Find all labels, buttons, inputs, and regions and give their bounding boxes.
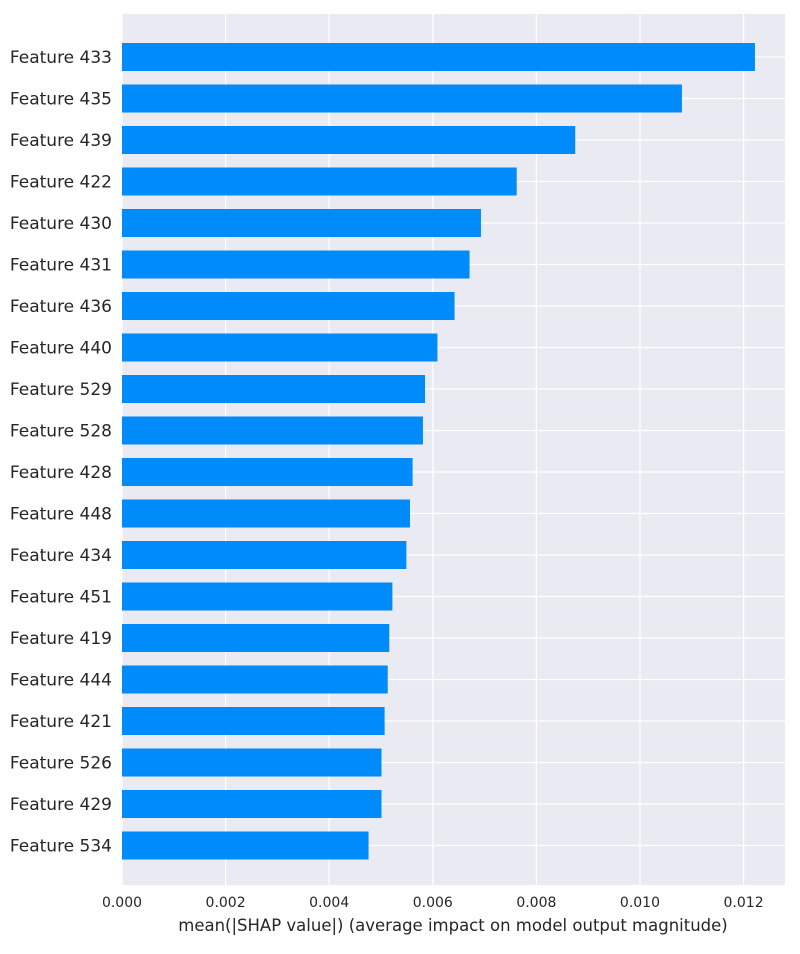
y-tick-label: Feature 434 — [10, 546, 112, 566]
bar — [122, 541, 407, 569]
y-tick-label: Feature 435 — [10, 90, 112, 110]
bar — [122, 43, 755, 71]
y-tick-label: Feature 433 — [10, 48, 112, 68]
y-tick-label: Feature 451 — [10, 588, 112, 608]
x-tick-label: 0.002 — [206, 895, 246, 911]
x-tick-label: 0.012 — [724, 895, 764, 911]
y-tick-label: Feature 429 — [10, 795, 112, 815]
bar — [122, 333, 438, 362]
bar — [122, 250, 470, 279]
y-tick-label: Feature 529 — [10, 380, 112, 400]
x-tick-label: 0.010 — [620, 895, 660, 911]
x-tick-label: 0.008 — [516, 895, 556, 911]
bar — [122, 790, 382, 818]
y-tick-label: Feature 526 — [10, 754, 112, 774]
bar — [122, 665, 388, 694]
bar — [122, 499, 410, 528]
bar — [122, 84, 682, 113]
y-tick-label: Feature 422 — [10, 173, 112, 193]
bar — [122, 167, 517, 196]
bar — [122, 416, 423, 445]
y-tick-label: Feature 440 — [10, 339, 112, 359]
y-tick-label: Feature 428 — [10, 463, 112, 483]
bar — [122, 582, 393, 611]
y-tick-label: Feature 534 — [10, 837, 112, 857]
y-tick-label: Feature 528 — [10, 422, 112, 442]
bar — [122, 292, 455, 320]
y-tick-label: Feature 439 — [10, 131, 112, 151]
y-tick-label: Feature 419 — [10, 629, 112, 649]
x-axis-label: mean(|SHAP value|) (average impact on mo… — [178, 916, 728, 935]
x-tick-labels: 0.000 0.002 0.004 0.006 0.008 0.010 0.012 — [102, 895, 764, 911]
x-tick-label: 0.000 — [102, 895, 142, 911]
bar — [122, 126, 576, 154]
bar — [122, 458, 413, 486]
x-tick-label: 0.006 — [413, 895, 453, 911]
bar — [122, 375, 426, 403]
y-tick-label: Feature 421 — [10, 712, 112, 732]
bar — [122, 624, 390, 652]
bar — [122, 209, 481, 237]
plot-background — [122, 14, 785, 885]
y-tick-labels: Feature 433 Feature 435 Feature 439 Feature… — [10, 48, 112, 857]
y-tick-label: Feature 448 — [10, 505, 112, 525]
bar — [122, 707, 385, 735]
bars — [122, 43, 755, 860]
y-tick-label: Feature 431 — [10, 256, 112, 276]
y-tick-label: Feature 436 — [10, 297, 112, 317]
y-tick-label: Feature 444 — [10, 671, 112, 691]
bar — [122, 831, 369, 860]
x-tick-label: 0.004 — [309, 895, 349, 911]
bar — [122, 748, 382, 777]
y-tick-label: Feature 430 — [10, 214, 112, 234]
